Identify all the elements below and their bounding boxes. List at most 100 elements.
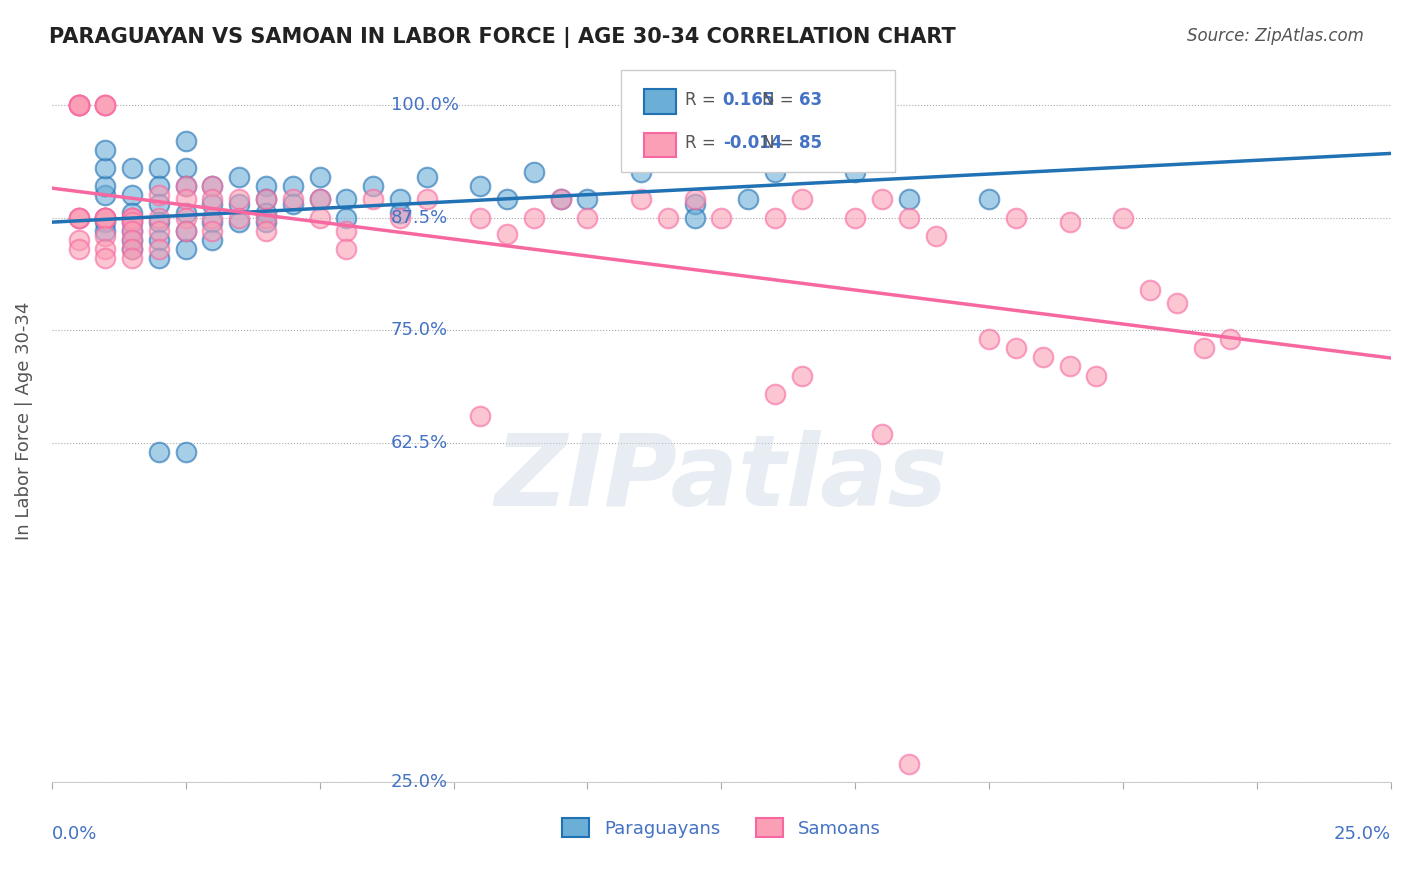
Text: 87.5%: 87.5% bbox=[391, 209, 449, 227]
Point bbox=[174, 211, 197, 225]
Text: Source: ZipAtlas.com: Source: ZipAtlas.com bbox=[1187, 27, 1364, 45]
Point bbox=[148, 233, 170, 247]
Point bbox=[67, 97, 90, 112]
Point bbox=[201, 233, 224, 247]
Point bbox=[174, 134, 197, 148]
Point bbox=[1059, 215, 1081, 229]
Point bbox=[683, 197, 706, 211]
Point bbox=[897, 756, 920, 771]
Point bbox=[1139, 283, 1161, 297]
Point bbox=[228, 169, 250, 184]
Point bbox=[228, 197, 250, 211]
Point bbox=[67, 242, 90, 256]
Point bbox=[148, 188, 170, 202]
Point bbox=[550, 193, 572, 207]
Point bbox=[710, 211, 733, 225]
Point bbox=[683, 211, 706, 225]
Text: N =: N = bbox=[762, 135, 799, 153]
Point bbox=[335, 224, 357, 238]
Point bbox=[1112, 211, 1135, 225]
Point bbox=[254, 193, 277, 207]
Point bbox=[1032, 351, 1054, 365]
Point bbox=[361, 193, 384, 207]
Point bbox=[388, 206, 411, 220]
Point bbox=[228, 215, 250, 229]
Point bbox=[308, 193, 330, 207]
Point bbox=[1219, 332, 1241, 346]
Point bbox=[121, 211, 143, 225]
Point bbox=[281, 197, 304, 211]
Point bbox=[979, 332, 1001, 346]
Point bbox=[308, 169, 330, 184]
Point bbox=[94, 211, 117, 225]
Point bbox=[67, 233, 90, 247]
Point bbox=[148, 224, 170, 238]
Point bbox=[201, 224, 224, 238]
Point bbox=[388, 211, 411, 225]
Point bbox=[254, 224, 277, 238]
Point bbox=[121, 215, 143, 229]
Point bbox=[174, 161, 197, 175]
Point bbox=[121, 215, 143, 229]
Y-axis label: In Labor Force | Age 30-34: In Labor Force | Age 30-34 bbox=[15, 301, 32, 540]
Point bbox=[148, 178, 170, 193]
Text: N =: N = bbox=[762, 91, 799, 109]
Point bbox=[630, 193, 652, 207]
Point bbox=[201, 193, 224, 207]
Point bbox=[94, 224, 117, 238]
Point bbox=[94, 97, 117, 112]
Point bbox=[148, 161, 170, 175]
Point bbox=[148, 251, 170, 265]
Point bbox=[897, 211, 920, 225]
Point bbox=[683, 193, 706, 207]
Point bbox=[254, 178, 277, 193]
Text: 62.5%: 62.5% bbox=[391, 434, 449, 452]
Text: 0.0%: 0.0% bbox=[52, 825, 97, 843]
Point bbox=[174, 224, 197, 238]
Text: R =: R = bbox=[685, 91, 721, 109]
Point bbox=[790, 193, 813, 207]
Point bbox=[121, 224, 143, 238]
Text: 100.0%: 100.0% bbox=[391, 95, 458, 113]
Point bbox=[174, 193, 197, 207]
Point bbox=[121, 224, 143, 238]
Text: 25.0%: 25.0% bbox=[1334, 825, 1391, 843]
Point bbox=[121, 211, 143, 225]
Point bbox=[737, 193, 759, 207]
Point bbox=[121, 161, 143, 175]
Point bbox=[254, 211, 277, 225]
Point bbox=[148, 211, 170, 225]
Point bbox=[335, 211, 357, 225]
Point bbox=[121, 188, 143, 202]
Text: 85: 85 bbox=[799, 135, 823, 153]
Point bbox=[201, 178, 224, 193]
Point bbox=[416, 169, 439, 184]
Point bbox=[148, 215, 170, 229]
Point bbox=[470, 178, 492, 193]
Point bbox=[148, 242, 170, 256]
FancyBboxPatch shape bbox=[644, 133, 676, 157]
Point bbox=[94, 188, 117, 202]
Point bbox=[657, 211, 679, 225]
Point bbox=[924, 228, 946, 243]
Point bbox=[121, 242, 143, 256]
Point bbox=[201, 197, 224, 211]
Point bbox=[228, 193, 250, 207]
Point bbox=[67, 211, 90, 225]
Point bbox=[335, 193, 357, 207]
Point bbox=[94, 251, 117, 265]
Point bbox=[844, 165, 866, 179]
Point bbox=[1005, 342, 1028, 356]
Point bbox=[94, 97, 117, 112]
Point bbox=[763, 165, 786, 179]
Point bbox=[470, 211, 492, 225]
Text: R =: R = bbox=[685, 135, 721, 153]
Point bbox=[148, 197, 170, 211]
Point bbox=[1005, 211, 1028, 225]
Point bbox=[254, 193, 277, 207]
Point bbox=[121, 251, 143, 265]
Point bbox=[281, 193, 304, 207]
Point bbox=[523, 165, 546, 179]
Point bbox=[67, 97, 90, 112]
Point bbox=[67, 211, 90, 225]
